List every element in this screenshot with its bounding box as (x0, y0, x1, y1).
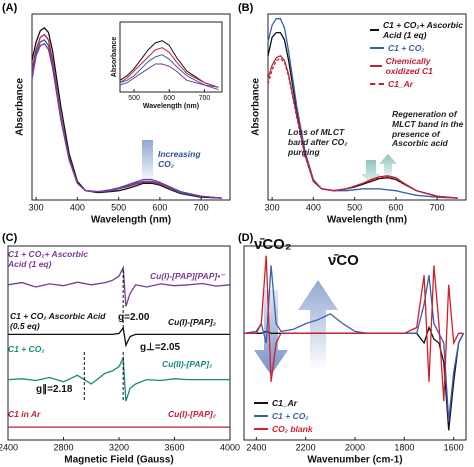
legend-entry: C1 + CO₂+ Ascorbic Acid (1 eq) (370, 20, 464, 40)
annotation: Cu(II)-[PAP]₂ (162, 359, 213, 369)
x-tick-label: 4000 (220, 442, 240, 452)
legend-swatch (254, 402, 268, 404)
x-tick-label: 1600 (444, 442, 464, 452)
x-tick-label: 300 (29, 202, 44, 212)
legend-swatch (254, 428, 268, 430)
legend-entry: CO₂ blank (254, 424, 313, 434)
plot-frame (31, 13, 231, 201)
arrow (379, 154, 397, 176)
annotation: C1 + CO₂ Ascorbic Acid (0.5 eq) (10, 311, 106, 331)
legend-entry: C1_Ar (370, 79, 464, 89)
legend-swatch (370, 47, 384, 49)
legend-label: C1 + CO₂ (388, 43, 425, 53)
panel-label: (A) (2, 2, 18, 14)
arrow (298, 280, 338, 370)
annotation: C1 in Ar (8, 409, 41, 419)
annotation: Cu(I)-[PAP][PAP]•⁻ (150, 271, 225, 281)
legend-entry: C1 + CO₂ (254, 411, 313, 421)
series-line (31, 42, 222, 199)
annotation: Regeneration of MLCT band in the presenc… (392, 109, 464, 149)
annotation: g∥=2.18 (36, 384, 73, 395)
annotation: ν̄CO₂ (254, 236, 292, 253)
annotation: C1 + CO₂+ Ascorbic Acid (1 eq) (8, 249, 88, 269)
x-tick-label: 2200 (296, 442, 316, 452)
series-line (244, 255, 464, 402)
x-tick-label: 2000 (345, 442, 365, 452)
legend-label: C1 + CO₂ (272, 411, 309, 421)
series-line (7, 265, 231, 307)
y-axis-label: Absorbance (111, 37, 118, 78)
plot-frame (119, 21, 223, 93)
plot-frame (267, 13, 467, 201)
legend-label: C1_Ar (388, 79, 414, 89)
x-tick-label: 600 (388, 202, 403, 212)
annotation: g=2.00 (118, 312, 150, 323)
legend-entry: C1 + CO₂ (370, 43, 464, 53)
series-line (119, 40, 219, 88)
x-tick-label: 1800 (394, 442, 414, 452)
annotation: ν̄CO (328, 252, 359, 269)
x-tick-label: 600 (152, 202, 167, 212)
arrow (361, 160, 381, 184)
x-tick-label: 2400 (0, 442, 18, 452)
series-line (267, 18, 458, 199)
annotation: Increasing CO₂ (158, 149, 201, 169)
x-tick-label: 2800 (53, 442, 73, 452)
x-tick-label: 3600 (164, 442, 184, 452)
panel-label: (B) (238, 2, 254, 14)
series-line (31, 27, 222, 199)
annotation: Cu(I)-[PAP]₂ (168, 317, 216, 327)
x-tick-label: 400 (70, 202, 85, 212)
series-line (119, 47, 219, 88)
x-tick-label: 500 (128, 95, 140, 102)
annotation: Loss of MLCT band after CO₂ purging (288, 127, 348, 157)
x-axis-label: Wavenumber (cm-1) (307, 455, 402, 466)
legend: C1 + CO₂+ Ascorbic Acid (1 eq) C1 + CO₂ Ch… (370, 20, 464, 92)
x-tick-label: 700 (199, 95, 211, 102)
arrow (254, 290, 288, 375)
x-tick-label: 600 (163, 95, 175, 102)
x-tick-label: 700 (194, 202, 209, 212)
legend-entry: Chemically oxidized C1 (370, 56, 464, 76)
legend-label: CO₂ blank (272, 424, 313, 434)
panel-label: (C) (2, 232, 18, 244)
x-tick-label: 2400 (246, 442, 266, 452)
legend-swatch (370, 65, 382, 67)
x-tick-label: 400 (306, 202, 321, 212)
annotation: C1 + CO₂ (8, 344, 45, 354)
series-line (267, 57, 458, 199)
x-tick-label: 500 (111, 202, 126, 212)
annotation: Cu(I)-[PAP]₂ (168, 409, 216, 419)
y-axis-label: Absorbance (251, 78, 262, 136)
legend-label: Chemically oxidized C1 (385, 56, 433, 76)
arrow (142, 140, 153, 185)
x-axis-label: Wavelength (nm) (91, 215, 171, 226)
legend-swatch (370, 29, 380, 31)
x-axis-label: Wavelength (nm) (143, 103, 199, 110)
annotation: g⊥=2.05 (140, 342, 181, 353)
legend-label: C1 + CO₂+ Ascorbic Acid (1 eq) (383, 20, 463, 40)
x-tick-label: 700 (430, 202, 445, 212)
legend: C1_Ar C1 + CO₂ CO₂ blank (254, 398, 313, 437)
panel-label: (D) (238, 232, 254, 244)
y-axis-label: Absorbance (15, 78, 26, 136)
x-tick-label: 500 (347, 202, 362, 212)
legend-label: C1_Ar (272, 398, 298, 408)
x-tick-label: 3200 (109, 442, 129, 452)
series-line (119, 63, 219, 91)
legend-entry: C1_Ar (254, 398, 313, 408)
legend-swatch (254, 415, 268, 417)
series-line (119, 54, 219, 88)
x-tick-label: 300 (265, 202, 280, 212)
legend-swatch (370, 83, 384, 85)
x-axis-label: Wavelength (nm) (327, 215, 407, 226)
x-axis-label: Magnetic Field (Gauss) (64, 455, 173, 466)
